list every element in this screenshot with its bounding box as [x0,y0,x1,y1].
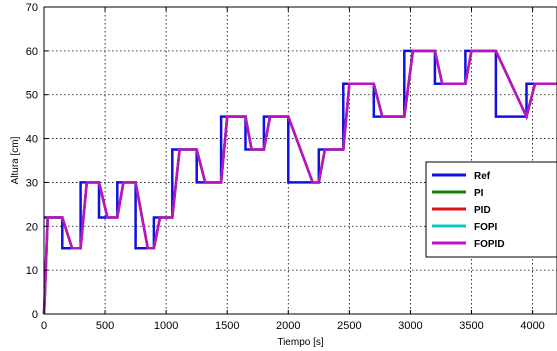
x-tick-label: 0 [41,320,47,332]
y-tick-label: 10 [26,265,38,277]
x-tick-label: 1000 [154,320,178,332]
legend-label-fopid: FOPID [474,239,505,250]
y-tick-label: 20 [26,221,38,233]
y-tick-label: 30 [26,177,38,189]
y-tick-label: 0 [32,309,38,321]
legend-label-fopi: FOPI [474,222,498,233]
legend-label-pi: PI [474,188,484,199]
x-axis-label: Tiempo [s] [277,337,324,348]
legend-label-ref: Ref [474,171,491,182]
y-tick-label: 50 [26,90,38,102]
legend-label-pid: PID [474,205,491,216]
series-layer [42,49,557,315]
series-line-fopid [42,49,557,315]
x-tick-label: 4000 [520,320,544,332]
tick-layer: 0 500 1000 1500 2000 2500 3000 3500 4000 0 10 20 30 4… [26,2,545,332]
x-tick-label: 3000 [398,320,422,332]
y-tick-label: 60 [26,46,38,58]
plot-frame [43,6,557,315]
legend: Ref PI PID FOPI FOPID [425,161,557,258]
x-tick-label: 3500 [459,320,483,332]
x-tick-label: 1500 [215,320,239,332]
x-tick-label: 2000 [276,320,300,332]
x-tick-label: 500 [96,320,114,332]
x-tick-label: 2500 [337,320,361,332]
y-tick-label: 70 [26,2,38,14]
y-tick-label: 40 [26,134,38,146]
y-axis-label: Altura [cm] [10,136,21,184]
